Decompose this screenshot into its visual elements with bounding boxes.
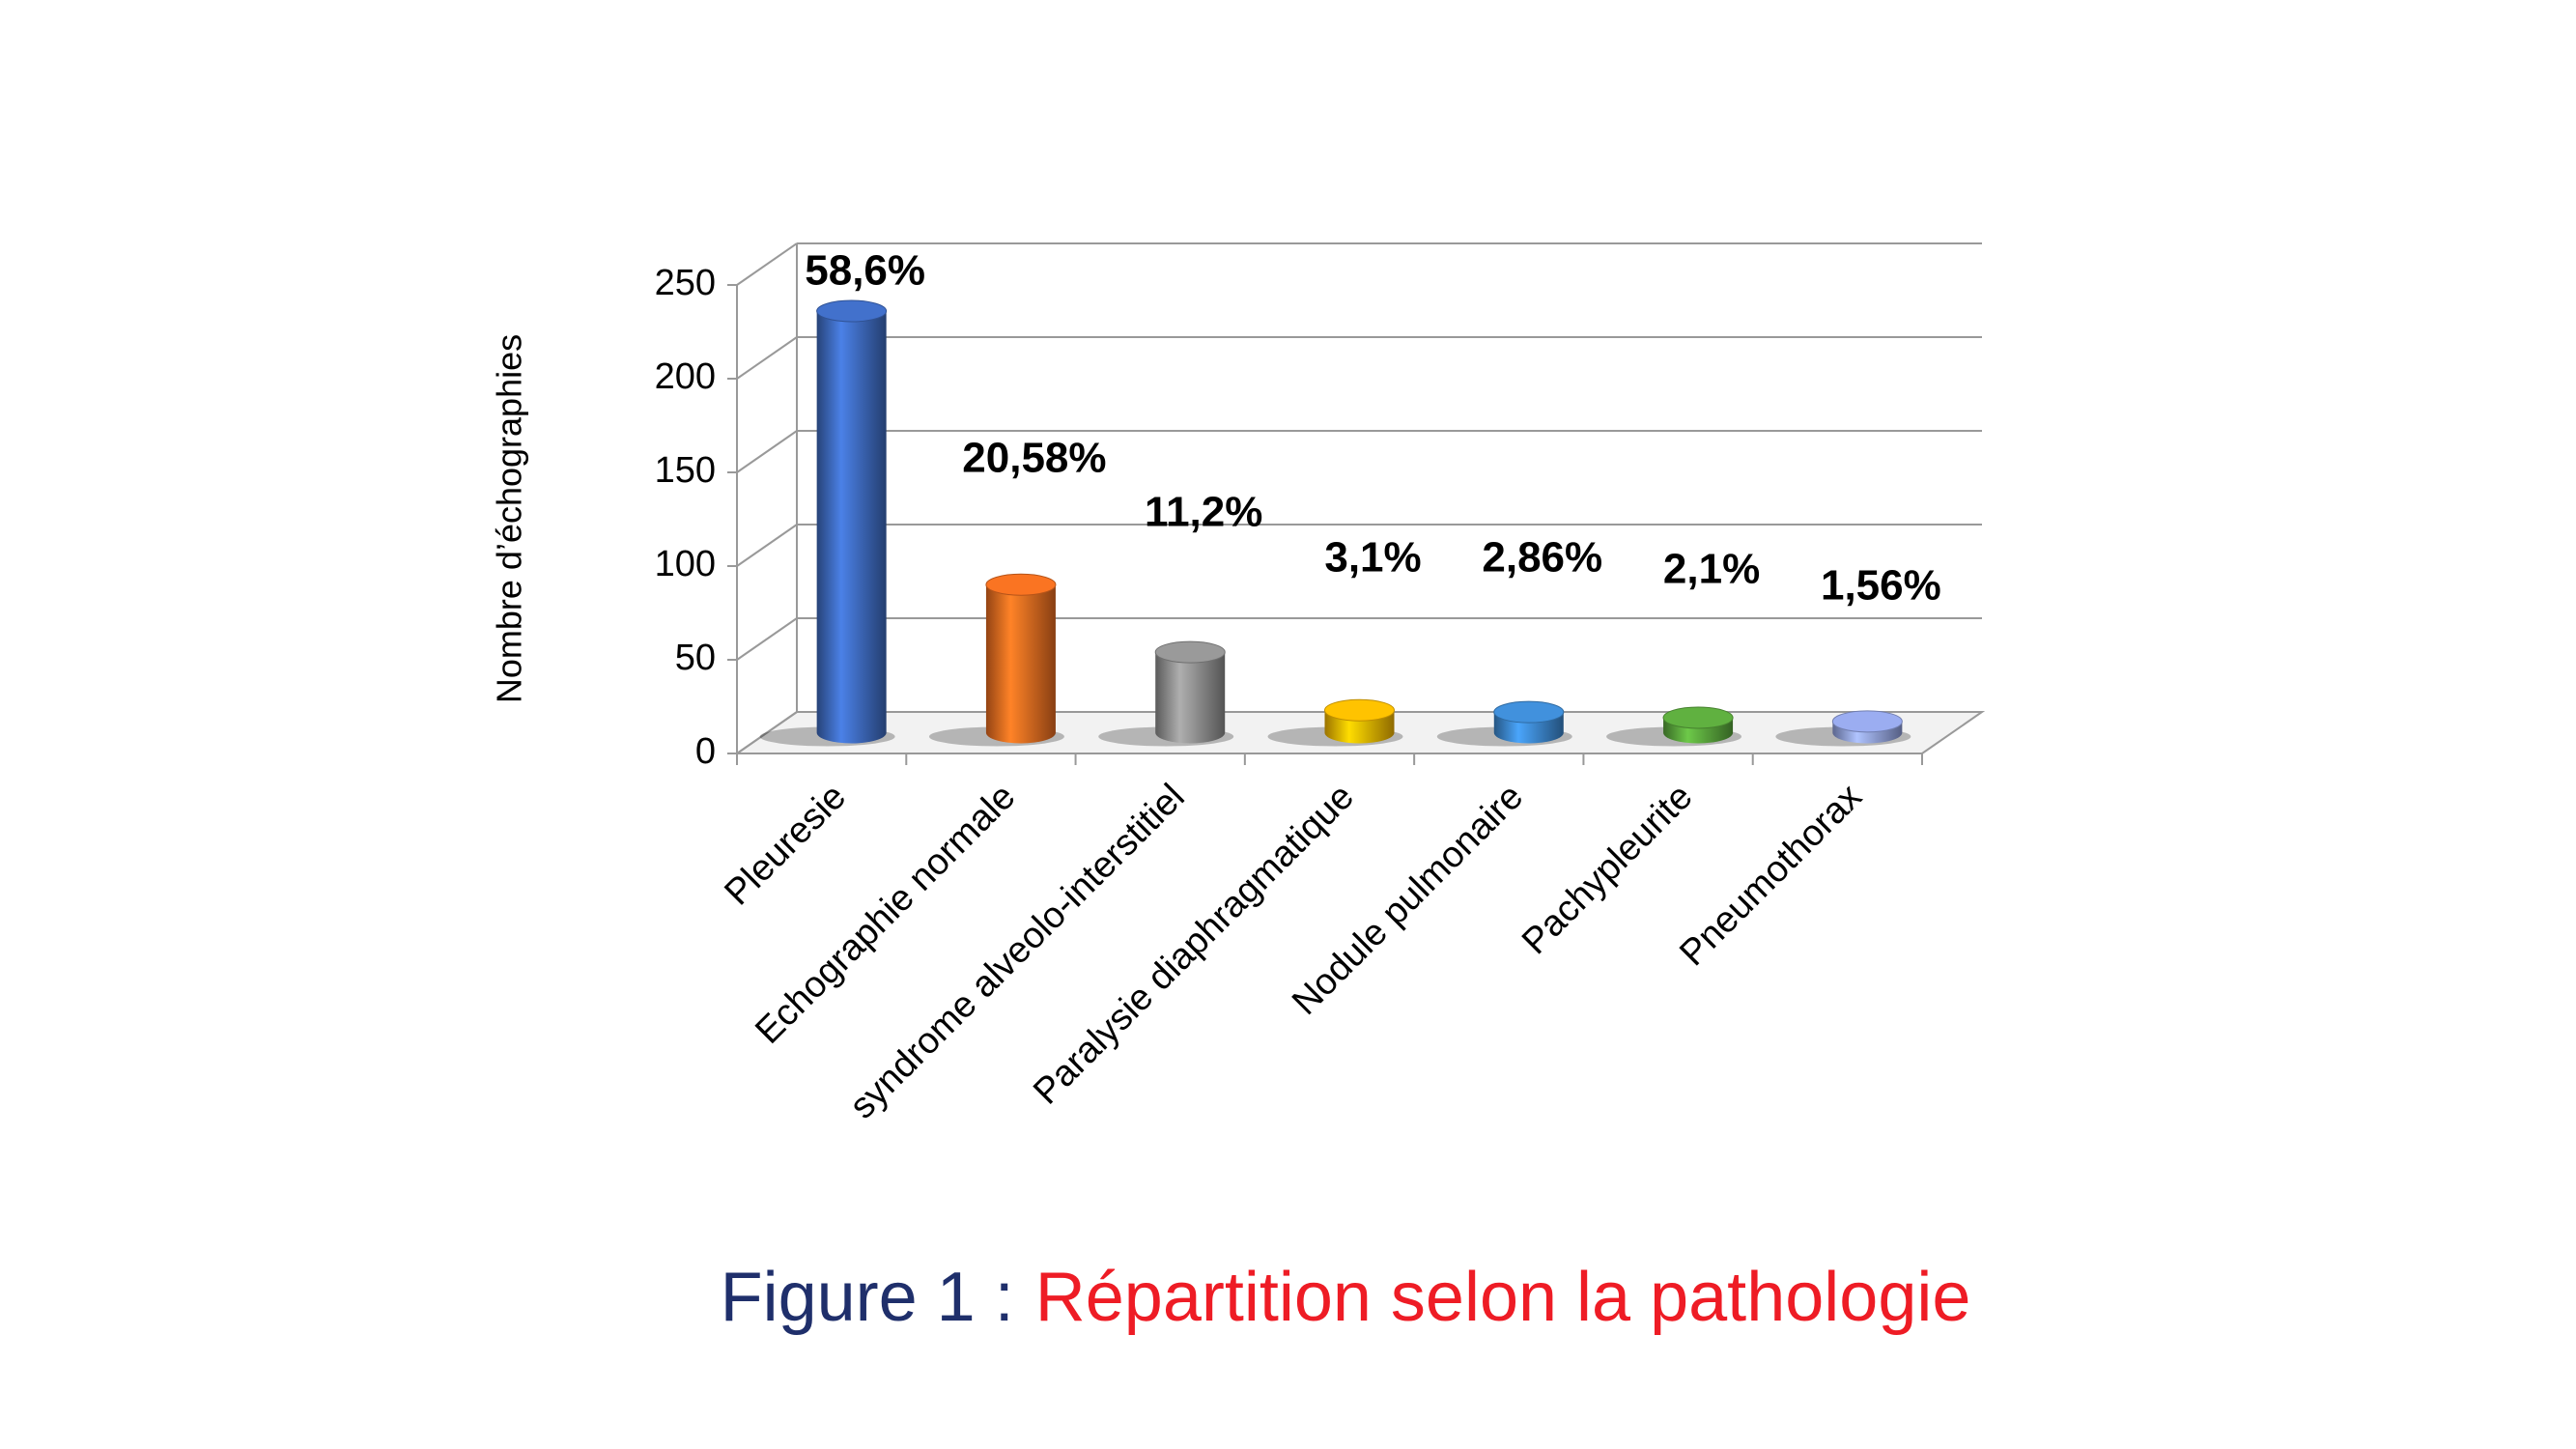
grid-line <box>736 430 798 473</box>
grid-line <box>736 336 798 380</box>
x-tick-label: Pleuresie <box>717 777 854 914</box>
x-tick-label: syndrome alveolo-interstitiel <box>842 777 1193 1127</box>
y-tick-label: 50 <box>675 638 716 678</box>
grid-line <box>736 242 798 286</box>
chart-title: Répartition selon la pathologie <box>1035 1259 1971 1336</box>
bar <box>1155 652 1226 744</box>
bar <box>816 311 887 744</box>
grid-line <box>736 524 798 567</box>
y-tick-label: 250 <box>655 263 716 303</box>
bar <box>985 584 1056 744</box>
x-tick-label: Pneumothorax <box>1672 777 1869 974</box>
data-label: 2,1% <box>1663 546 1760 593</box>
data-label: 2,86% <box>1482 534 1602 582</box>
data-label: 11,2% <box>1145 489 1262 536</box>
data-label: 58,6% <box>805 247 925 295</box>
x-tick-label: Paralysie diaphragmatique <box>1026 777 1362 1113</box>
y-tick-label: 150 <box>655 450 716 491</box>
data-label: 3,1% <box>1324 534 1421 582</box>
data-label: 20,58% <box>962 435 1106 482</box>
y-tick-label: 100 <box>655 544 716 584</box>
grid-line <box>736 711 798 754</box>
grid-line <box>736 617 798 661</box>
y-tick-label: 0 <box>695 731 716 772</box>
x-tick-label: Pachypleurite <box>1514 777 1701 963</box>
data-label: 1,56% <box>1821 562 1941 610</box>
y-tick-label: 200 <box>655 356 716 397</box>
figure-label: Figure 1 : <box>721 1259 1014 1336</box>
y-axis-title: Nombre d’échographies <box>490 334 529 703</box>
